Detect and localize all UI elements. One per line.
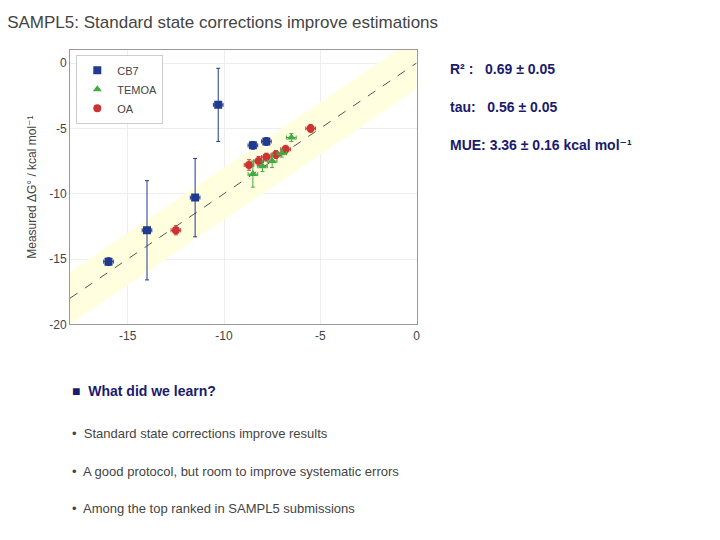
svg-text:TEMOA: TEMOA — [117, 84, 157, 96]
svg-text:R² : 0.69 ± 0.05: R² : 0.69 ± 0.05 — [450, 61, 555, 77]
svg-text:tau: 0.56 ± 0.05: tau: 0.56 ± 0.05 — [450, 99, 558, 115]
svg-text:OA: OA — [117, 103, 134, 115]
svg-text:-15: -15 — [49, 252, 67, 266]
svg-text:• A good protocol, but room t: • A good protocol, but room to improve s… — [72, 464, 399, 479]
svg-text:-10: -10 — [49, 187, 67, 201]
svg-text:-5: -5 — [56, 122, 67, 136]
svg-text:-5: -5 — [315, 329, 326, 343]
svg-text:-15: -15 — [119, 329, 137, 343]
svg-text:-20: -20 — [49, 318, 67, 332]
svg-text:CB7: CB7 — [117, 65, 138, 77]
svg-text:SAMPL5: Standard state correct: SAMPL5: Standard state corrections impro… — [7, 13, 438, 32]
svg-text:• Standard state corrections: • Standard state corrections improve res… — [72, 426, 328, 441]
svg-text:Measured ΔG° / kcal mol⁻¹: Measured ΔG° / kcal mol⁻¹ — [25, 116, 39, 259]
svg-text:0: 0 — [60, 56, 67, 70]
svg-text:• Among the top ranked in SAM: • Among the top ranked in SAMPL5 submiss… — [72, 501, 355, 516]
svg-text:0: 0 — [413, 329, 420, 343]
svg-text:-10: -10 — [215, 329, 233, 343]
svg-text:MUE: 3.36 ± 0.16 kcal mol⁻¹: MUE: 3.36 ± 0.16 kcal mol⁻¹ — [450, 137, 632, 153]
svg-text:■ What did we learn?: ■ What did we learn? — [72, 383, 216, 399]
